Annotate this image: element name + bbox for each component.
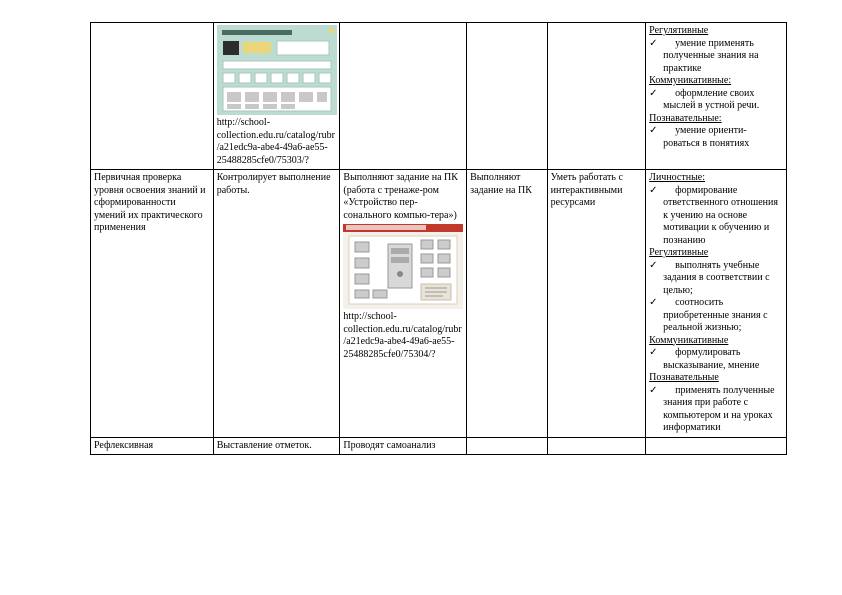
teacher-text: Контролирует выполнение работы. [217,172,331,196]
skills-text: Уметь работать с интерактивными ресурсам… [551,172,623,208]
check-icon: ✓ [649,347,659,360]
teacher-text: Выставление отметок. [217,440,312,451]
cell-uud: Личностные: ✓ формирование ответственного… [646,170,787,438]
check-icon: ✓ [649,88,659,101]
check-icon: ✓ [649,38,659,51]
table-row: Первичная проверка уровня освоения знани… [91,170,787,438]
uud-heading: Регулятивные [649,247,708,258]
stage-text: Первичная проверка уровня освоения знани… [94,172,206,233]
uud-item: формулировать высказывание, мнение [663,347,783,372]
lesson-plan-table: http://school-collection.edu.ru/catalog/… [90,22,787,455]
uud-item: выполнять учебные задания в соответствии… [663,260,783,298]
uud-item: соотносить приобретенные знания с реальн… [663,297,783,335]
table-row: Рефлексивная Выставление отметок. Провод… [91,437,787,455]
cell-student-activity: Проводят самоанализ [340,437,467,455]
cell-skills [547,437,646,455]
uud-heading: Познавательные [649,372,719,383]
cell-student-action: Выполняют задание на ПК [467,170,547,438]
uud-item: умение применять полученные знания на пр… [663,38,783,76]
cell-stage: Рефлексивная [91,437,214,455]
document-page: http://school-collection.edu.ru/catalog/… [0,0,842,485]
cell-teacher-activity: http://school-collection.edu.ru/catalog/… [213,23,340,170]
cell-student-activity [340,23,467,170]
cell-stage: Первичная проверка уровня освоения знани… [91,170,214,438]
resource-url: http://school-collection.edu.ru/catalog/… [217,117,335,166]
check-icon: ✓ [649,385,659,398]
uud-item: применять полученные знания при работе с… [663,385,783,435]
resource-thumbnail-icon [343,224,463,309]
student-activity-text: Проводят самоанализ [343,440,435,451]
uud-heading: Познавательные: [649,113,721,124]
uud-item: оформление своих мыслей в устной речи. [663,88,783,113]
cell-student-activity: Выполняют задание на ПК (работа с тренаж… [340,170,467,438]
cell-teacher-activity: Контролирует выполнение работы. [213,170,340,438]
resource-url: http://school-collection.edu.ru/catalog/… [343,311,461,360]
uud-item: формирование ответственного отношения к … [663,185,783,248]
stage-text: Рефлексивная [94,440,153,451]
check-icon: ✓ [649,125,659,138]
cell-uud [646,437,787,455]
cell-teacher-activity: Выставление отметок. [213,437,340,455]
uud-item: умение ориенти-роваться в понятиях [663,125,783,150]
table-row: http://school-collection.edu.ru/catalog/… [91,23,787,170]
cell-skills: Уметь работать с интерактивными ресурсам… [547,170,646,438]
cell-stage [91,23,214,170]
cell-student-action [467,23,547,170]
student-activity-text: Выполняют задание на ПК (работа с тренаж… [343,172,458,221]
uud-heading: Коммуникативные: [649,75,731,86]
check-icon: ✓ [649,297,659,310]
uud-heading: Регулятивные [649,25,708,36]
check-icon: ✓ [649,260,659,273]
cell-student-action [467,437,547,455]
cell-skills [547,23,646,170]
uud-heading: Личностные: [649,172,705,183]
uud-heading: Коммуникативные [649,335,728,346]
check-icon: ✓ [649,185,659,198]
cell-uud: Регулятивные ✓ умение применять полученны… [646,23,787,170]
resource-thumbnail-icon [217,25,337,115]
student-action-text: Выполняют задание на ПК [470,172,532,196]
